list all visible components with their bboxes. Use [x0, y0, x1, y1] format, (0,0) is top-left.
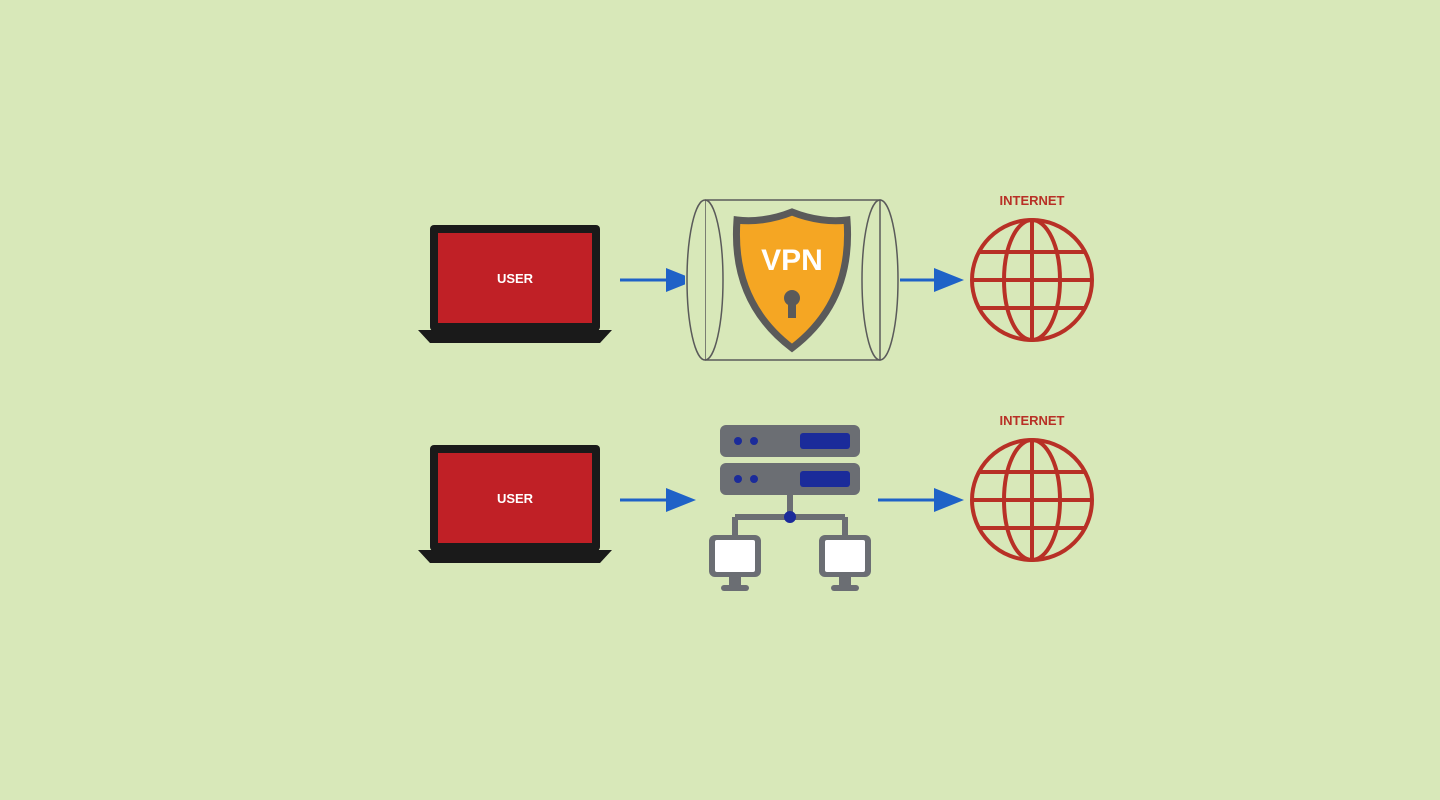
- globe-icon: [972, 220, 1092, 340]
- diagram-canvas: USER VPN: [0, 0, 1440, 800]
- user-label-2: USER: [497, 491, 534, 506]
- vpn-label: VPN: [761, 244, 823, 277]
- globe-icon: [972, 440, 1092, 560]
- laptop-user-1: USER: [418, 225, 612, 343]
- laptop-user-2: USER: [418, 445, 612, 563]
- user-label-1: USER: [497, 271, 534, 286]
- background: [0, 0, 1440, 800]
- internet-label-2: INTERNET: [1000, 413, 1065, 428]
- internet-label-1: INTERNET: [1000, 193, 1065, 208]
